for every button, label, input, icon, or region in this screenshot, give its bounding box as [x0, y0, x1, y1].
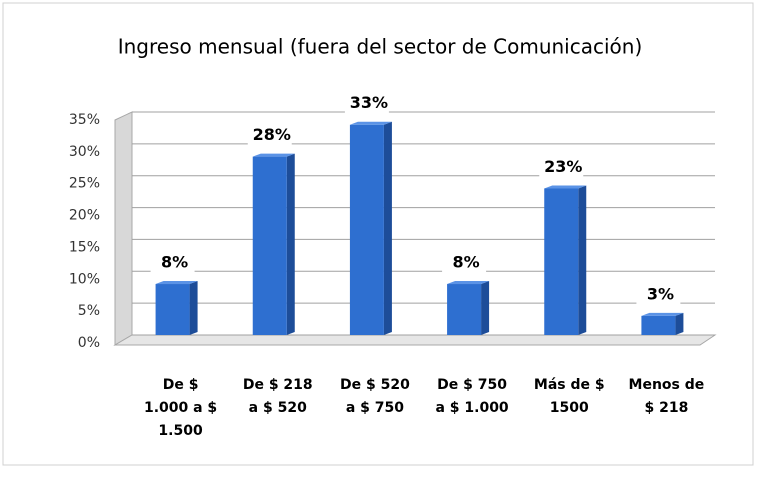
x-tick-label: De $1.000 a $1.500: [144, 377, 217, 439]
value-label: 3%: [647, 284, 674, 303]
bar-side: [675, 312, 684, 335]
x-tick-label: De $ 750 a $ 1.000: [435, 377, 508, 416]
bar-top: [641, 312, 684, 316]
bar-top: [447, 281, 490, 285]
bar-front: [544, 188, 579, 335]
y-tick-label: 25%: [69, 176, 100, 192]
y-tick-label: 0%: [78, 335, 100, 351]
y-tick-label: 35%: [69, 112, 100, 128]
x-tick-label: De $ 218 a $ 520: [243, 377, 313, 416]
bar-top: [544, 185, 587, 189]
bar-front: [447, 284, 482, 335]
value-label-bg: [344, 91, 389, 114]
value-label: 8%: [452, 253, 479, 272]
bar-front: [252, 156, 287, 335]
value-label-bg: [539, 155, 584, 178]
bar: [155, 281, 198, 335]
bar-front: [641, 315, 676, 335]
value-label: 28%: [253, 125, 291, 144]
bar-side: [286, 153, 295, 335]
bar-side: [383, 121, 392, 335]
chart-title: Ingreso mensual (fuera del sector de Com…: [118, 35, 643, 59]
y-tick-label: 5%: [78, 303, 100, 319]
y-tick-label: 30%: [69, 144, 100, 160]
bar: [544, 185, 587, 335]
x-tick-label: De $ 520 a $ 750: [340, 377, 410, 416]
floor: [113, 334, 717, 346]
bar-front: [155, 284, 190, 335]
bar-side: [578, 185, 587, 335]
value-label-bg: [150, 251, 195, 274]
value-label-bg: [442, 251, 487, 274]
value-label: 8%: [161, 253, 188, 272]
value-label: 23%: [544, 157, 582, 176]
bar: [252, 153, 295, 335]
bar: [349, 121, 392, 335]
bar-top: [349, 121, 392, 125]
value-label-bg: [636, 282, 681, 305]
y-tick-label: 15%: [69, 239, 100, 255]
bar-side: [481, 281, 490, 335]
bar: [447, 281, 490, 335]
y-tick-label: 20%: [69, 208, 100, 224]
value-label-bg: [247, 123, 292, 146]
y-tick-label: 10%: [69, 271, 100, 287]
value-label: 33%: [350, 93, 388, 112]
bar-front: [349, 124, 384, 335]
bar-top: [252, 153, 295, 157]
x-tick-label: Más de $1500: [534, 377, 605, 416]
side-wall: [114, 111, 133, 346]
x-tick-label: Menos de $ 218: [629, 377, 705, 416]
bar: [641, 312, 684, 335]
bar-side: [189, 281, 198, 335]
bar-top: [155, 281, 198, 285]
